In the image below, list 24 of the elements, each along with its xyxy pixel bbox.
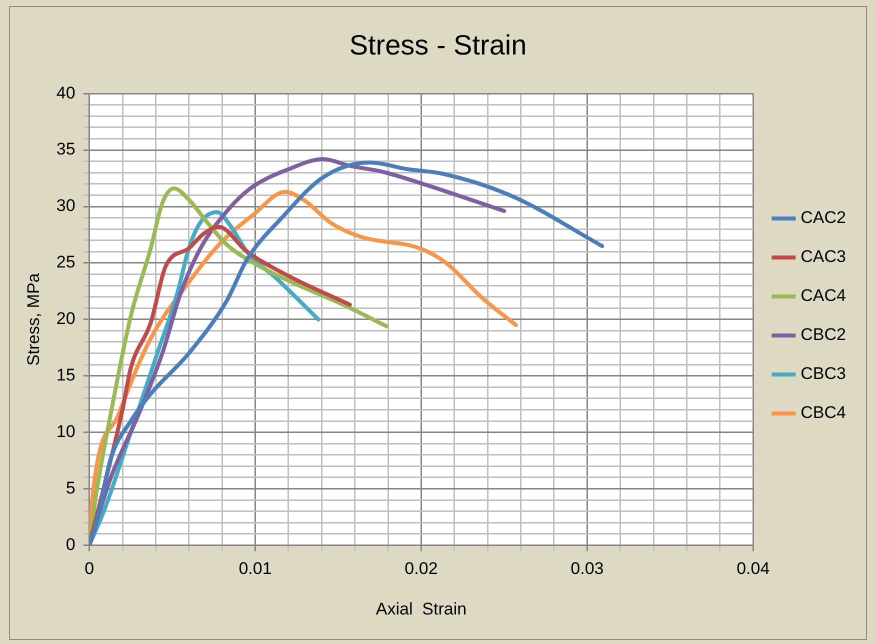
- y-axis-title: Stress, MPa: [24, 272, 43, 366]
- y-tick-label: 5: [66, 478, 76, 498]
- x-tick-label: 0.01: [238, 559, 272, 578]
- chart-title: Stress - Strain: [349, 30, 527, 61]
- y-tick-label: 35: [56, 140, 76, 159]
- y-tick-label: 40: [56, 83, 76, 102]
- x-axis-title: Axial Strain: [376, 599, 467, 618]
- legend-label: CBC4: [800, 403, 846, 422]
- y-tick-label: 0: [66, 534, 76, 554]
- legend-label: CBC3: [800, 364, 846, 384]
- legend-label: CBC2: [800, 325, 846, 344]
- legend-label: CAC2: [800, 208, 846, 228]
- x-tick-label: 0: [84, 559, 94, 578]
- y-tick-label: 25: [56, 252, 76, 272]
- y-tick-label: 15: [56, 366, 76, 385]
- x-tick-label: 0.02: [404, 559, 438, 578]
- x-tick-label: 0.04: [736, 559, 770, 578]
- x-tick-label: 0.03: [570, 559, 604, 578]
- legend-label: CAC3: [800, 247, 846, 266]
- y-tick-label: 30: [56, 196, 76, 216]
- y-tick-label: 10: [56, 422, 76, 441]
- line-series: [89, 160, 604, 546]
- y-tick-label: 20: [56, 309, 76, 328]
- legend-label: CAC4: [800, 286, 846, 306]
